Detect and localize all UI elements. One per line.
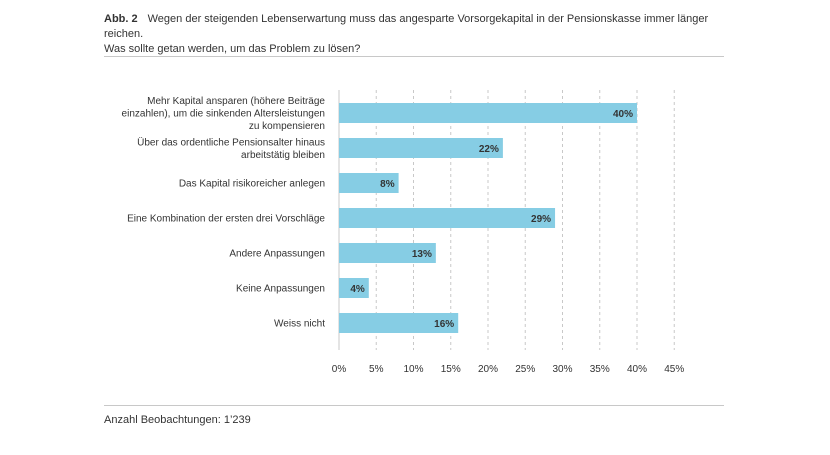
x-tick-label: 10% (403, 364, 423, 375)
category-label: Das Kapital risikoreicher anlegen (179, 179, 325, 190)
chart-title: Wegen der steigenden Lebenserwartung mus… (104, 13, 709, 40)
x-tick-label: 15% (441, 364, 461, 375)
bar (339, 138, 503, 158)
bar (339, 313, 459, 333)
category-label: Andere Anpassungen (229, 249, 325, 260)
category-label: Keine Anpassungen (236, 284, 325, 295)
bar-value-label: 13% (412, 249, 432, 260)
chart-subtitle: Was sollte getan werden, um das Problem … (104, 43, 361, 55)
bar (339, 103, 637, 123)
bar-chart: 0% 5% 10% 15% 20% 25% 30% 35% 40% 45% 40% Mehr Kapi… (122, 90, 684, 375)
x-tick-label: 0% (332, 364, 347, 375)
x-tick-label: 5% (369, 364, 384, 375)
x-tick-label: 25% (515, 364, 535, 375)
bar-value-label: 8% (380, 179, 395, 190)
bar-value-label: 29% (531, 214, 551, 225)
x-tick-label: 45% (664, 364, 684, 375)
x-tick-label: 30% (552, 364, 572, 375)
category-label: Weiss nicht (274, 319, 325, 330)
observation-count: Anzahl Beobachtungen: 1’239 (104, 414, 251, 426)
x-tick-label: 40% (627, 364, 647, 375)
bar (339, 173, 399, 193)
bar (339, 208, 556, 228)
chart-header: Abb. 2 Wegen der steigenden Lebenserwartu… (104, 12, 724, 57)
bar (339, 243, 436, 263)
x-tick-label: 20% (478, 364, 498, 375)
category-label: Über das ordentliche Pensionsalter hinau… (137, 136, 325, 161)
bar-value-label: 40% (613, 109, 633, 120)
bar (339, 278, 369, 298)
figure-label: Abb. 2 (104, 13, 138, 25)
category-label: Mehr Kapital ansparen (höhere Beiträge ei… (122, 96, 326, 132)
bar-value-label: 16% (434, 319, 454, 330)
bar-value-label: 4% (350, 284, 365, 295)
chart-title-line-1: Abb. 2 Wegen der steigenden Lebenserwartu… (104, 12, 724, 42)
x-tick-label: 35% (590, 364, 610, 375)
top-divider (104, 56, 724, 57)
bottom-divider (104, 405, 724, 406)
category-label: Eine Kombination der ersten drei Vorschl… (127, 214, 325, 225)
bar-value-label: 22% (479, 144, 499, 155)
